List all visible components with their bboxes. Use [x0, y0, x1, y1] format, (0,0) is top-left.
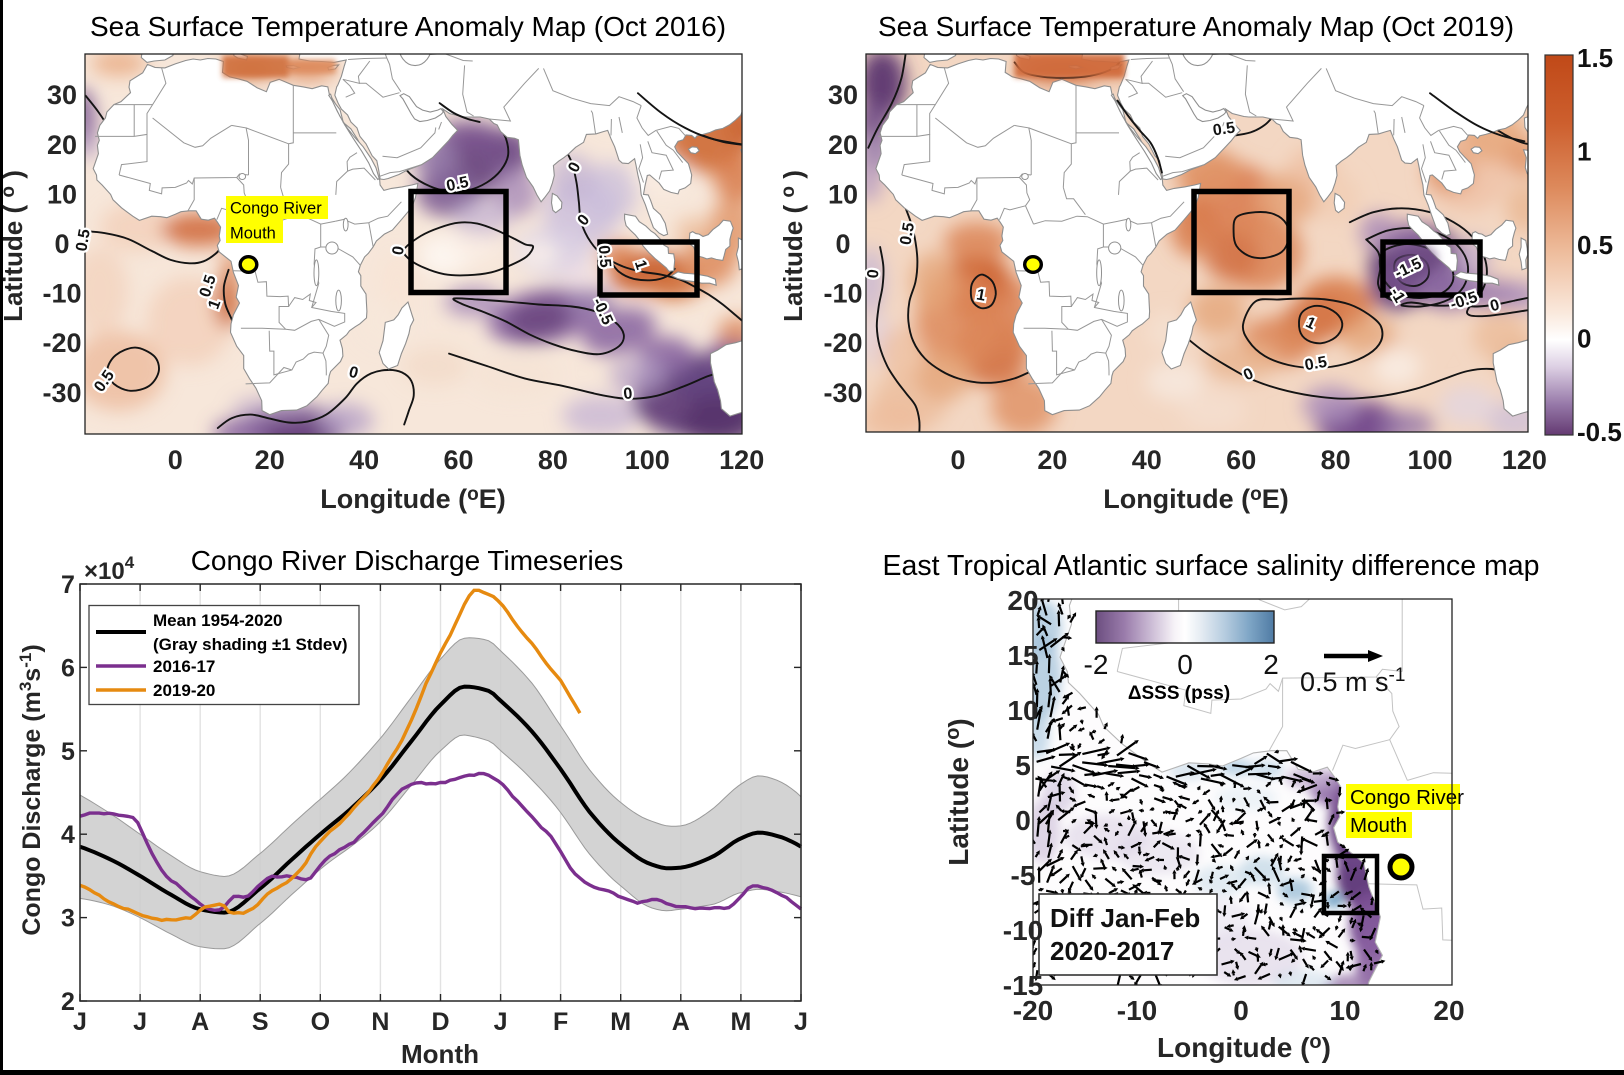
svg-text:100: 100 [1407, 445, 1452, 475]
svg-text:20: 20 [1037, 445, 1067, 475]
svg-text:-10: -10 [1003, 915, 1043, 946]
svg-text:6: 6 [61, 654, 75, 682]
svg-text:80: 80 [538, 445, 568, 475]
svg-text:J: J [494, 1008, 508, 1036]
svg-text:0: 0 [168, 445, 183, 475]
svg-text:3: 3 [61, 905, 75, 933]
svg-text:60: 60 [443, 445, 473, 475]
svg-text:30: 30 [828, 80, 858, 110]
svg-text:×104: ×104 [84, 553, 135, 585]
svg-text:-10: -10 [1117, 995, 1157, 1026]
svg-text:40: 40 [349, 445, 379, 475]
svg-text:Longitude (oE): Longitude (oE) [320, 484, 506, 514]
svg-text:Congo Discharge (m3s-1): Congo Discharge (m3s-1) [16, 644, 46, 935]
svg-text:Latitude ( o ): Latitude ( o ) [0, 170, 28, 322]
svg-text:F: F [553, 1008, 568, 1036]
svg-text:Sea Surface Temperature Anomal: Sea Surface Temperature Anomaly Map (Oct… [878, 11, 1514, 42]
svg-text:-20: -20 [823, 328, 862, 358]
svg-text:M: M [730, 1008, 751, 1036]
svg-text:5: 5 [1015, 750, 1031, 781]
svg-text:30: 30 [47, 80, 77, 110]
svg-text:J: J [794, 1008, 808, 1036]
svg-text:(Gray shading ±1 Stdev): (Gray shading ±1 Stdev) [153, 635, 348, 654]
svg-text:Mouth: Mouth [1350, 814, 1407, 837]
svg-text:A: A [672, 1008, 690, 1036]
svg-text:0.5: 0.5 [1212, 119, 1236, 139]
svg-text:Congo River: Congo River [1350, 786, 1464, 809]
svg-text:O: O [311, 1008, 330, 1036]
svg-text:60: 60 [1226, 445, 1256, 475]
svg-text:20: 20 [47, 130, 77, 160]
svg-text:10: 10 [828, 179, 858, 209]
svg-text:J: J [133, 1008, 147, 1036]
svg-text:Mean 1954-2020: Mean 1954-2020 [153, 611, 282, 630]
svg-text:East Tropical Atlantic surface: East Tropical Atlantic surface salinity … [883, 550, 1540, 582]
svg-text:2019-20: 2019-20 [153, 681, 215, 700]
svg-text:J: J [73, 1008, 87, 1036]
svg-text:0.5: 0.5 [595, 245, 614, 269]
svg-text:1.5: 1.5 [1577, 43, 1613, 73]
svg-text:0: 0 [1177, 649, 1193, 680]
svg-text:0: 0 [54, 229, 69, 259]
svg-text:10: 10 [47, 179, 77, 209]
svg-text:-10: -10 [42, 279, 81, 309]
svg-text:40: 40 [1132, 445, 1162, 475]
svg-text:0: 0 [1577, 324, 1591, 354]
svg-text:120: 120 [1502, 445, 1547, 475]
svg-text:M: M [610, 1008, 631, 1036]
svg-text:-2: -2 [1084, 649, 1109, 680]
svg-text:Diff Jan-Feb: Diff Jan-Feb [1050, 903, 1200, 933]
svg-text:ΔSSS (pss): ΔSSS (pss) [1128, 683, 1230, 704]
svg-text:-30: -30 [823, 378, 862, 408]
svg-text:-5: -5 [1011, 860, 1036, 891]
svg-text:-20: -20 [1013, 995, 1053, 1026]
svg-text:4: 4 [61, 821, 75, 849]
svg-text:D: D [431, 1008, 449, 1036]
svg-text:0: 0 [835, 229, 850, 259]
svg-text:N: N [371, 1008, 389, 1036]
svg-text:2020-2017: 2020-2017 [1050, 936, 1174, 966]
svg-text:100: 100 [625, 445, 670, 475]
svg-text:15: 15 [1007, 640, 1038, 671]
svg-text:5: 5 [61, 738, 75, 766]
svg-text:Congo River Discharge Timeseri: Congo River Discharge Timeseries [191, 545, 624, 576]
svg-text:7: 7 [61, 571, 75, 599]
svg-text:0: 0 [1233, 995, 1249, 1026]
svg-text:0.5 m s-1: 0.5 m s-1 [1300, 665, 1405, 697]
svg-text:20: 20 [255, 445, 285, 475]
svg-text:Month: Month [401, 1039, 479, 1069]
svg-text:10: 10 [1329, 995, 1360, 1026]
svg-text:0: 0 [623, 385, 634, 403]
svg-text:0: 0 [865, 269, 883, 279]
svg-text:A: A [191, 1008, 209, 1036]
svg-text:120: 120 [719, 445, 764, 475]
svg-text:-30: -30 [42, 378, 81, 408]
svg-text:-20: -20 [42, 328, 81, 358]
svg-text:2016-17: 2016-17 [153, 657, 215, 676]
svg-text:80: 80 [1321, 445, 1351, 475]
svg-text:1: 1 [1577, 137, 1591, 167]
svg-text:Longitude (o): Longitude (o) [1157, 1031, 1331, 1063]
svg-text:0: 0 [1015, 805, 1031, 836]
svg-text:S: S [252, 1008, 269, 1036]
svg-text:Congo River: Congo River [230, 200, 322, 218]
svg-text:Latitude (o): Latitude (o) [942, 718, 974, 866]
svg-text:20: 20 [1433, 995, 1464, 1026]
svg-text:-10: -10 [823, 279, 862, 309]
svg-text:Sea Surface Temperature Anomal: Sea Surface Temperature Anomaly Map (Oct… [90, 11, 726, 42]
svg-text:20: 20 [1007, 585, 1038, 616]
svg-text:0.5: 0.5 [1577, 230, 1613, 260]
svg-text:0: 0 [950, 445, 965, 475]
svg-text:20: 20 [828, 130, 858, 160]
svg-text:-0.5: -0.5 [1577, 417, 1622, 447]
svg-text:Latitude ( o ): Latitude ( o ) [778, 170, 808, 322]
svg-text:2: 2 [1263, 649, 1279, 680]
svg-text:-15: -15 [1003, 970, 1043, 1001]
svg-text:Longitude (oE): Longitude (oE) [1103, 484, 1289, 514]
svg-text:Mouth: Mouth [230, 225, 276, 243]
svg-text:10: 10 [1007, 695, 1038, 726]
svg-text:2: 2 [61, 988, 75, 1016]
